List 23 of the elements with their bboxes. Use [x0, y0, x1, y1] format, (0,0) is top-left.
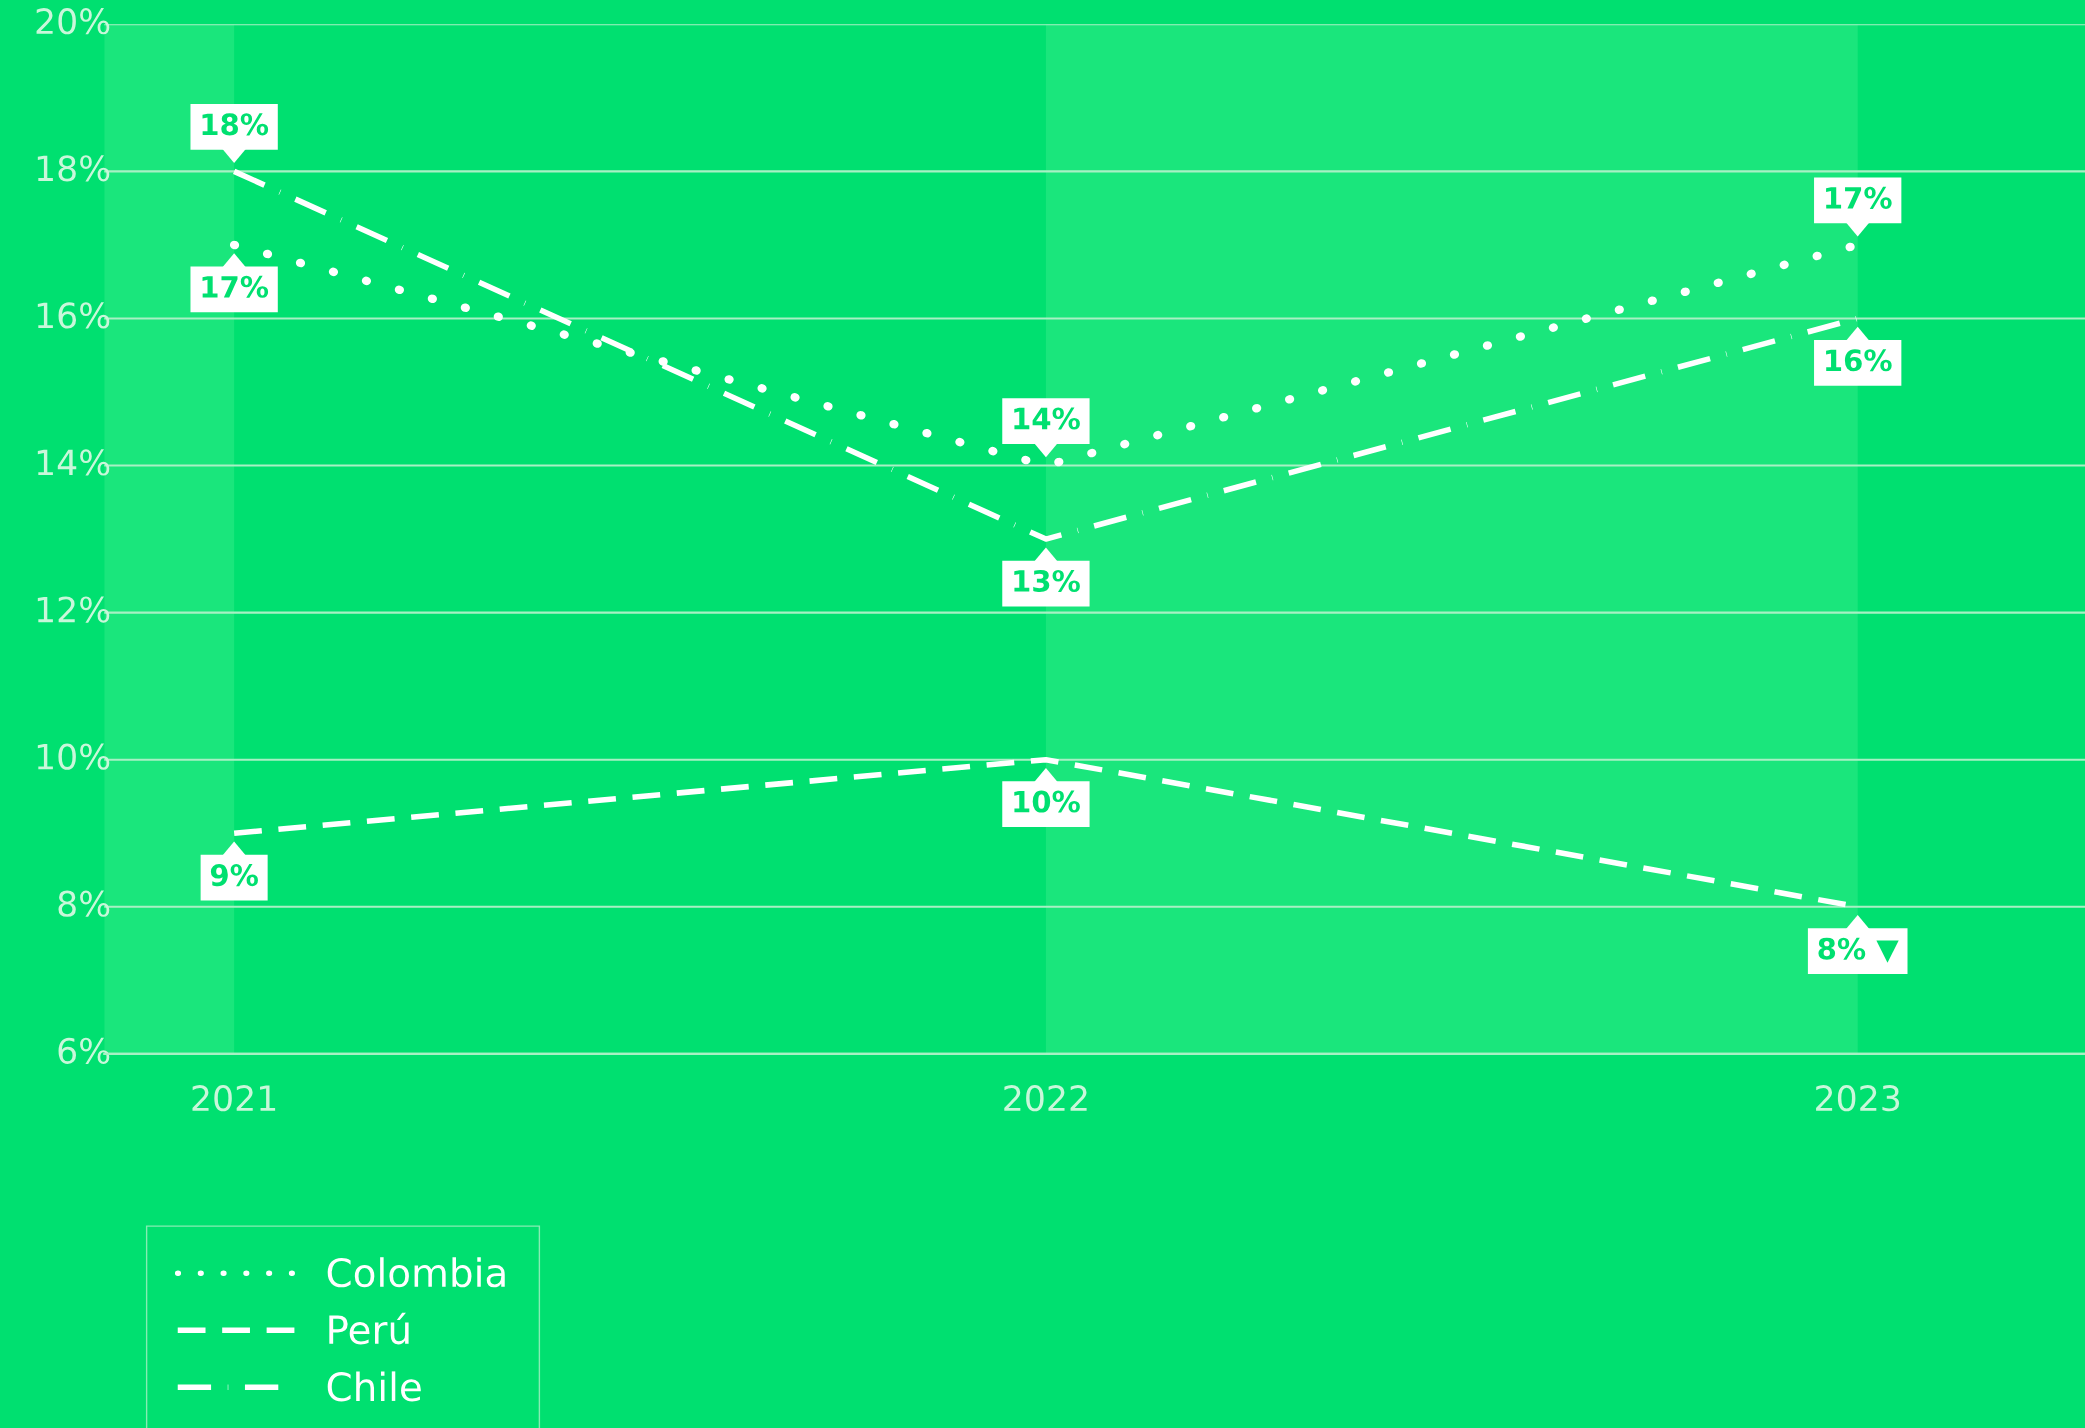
- data-label: 17%: [202, 275, 269, 298]
- y-tick-label: 18%: [37, 155, 110, 182]
- x-tick-label: 2022: [1004, 1085, 1087, 1112]
- data-label: 18%: [202, 113, 269, 136]
- y-tick-label: 14%: [37, 449, 110, 476]
- y-tick-label: 6%: [58, 1037, 110, 1064]
- data-label: 9%: [210, 864, 258, 887]
- x-tick-label: 2021: [192, 1085, 276, 1112]
- legend-label: Chile: [327, 1371, 421, 1402]
- y-tick-label: 12%: [37, 596, 110, 623]
- x-tick-label: 2023: [1816, 1085, 1900, 1112]
- data-label: 17%: [1826, 186, 1892, 209]
- y-tick-label: 20%: [36, 8, 110, 35]
- legend-label: Colombia: [327, 1257, 505, 1288]
- y-tick-label: 8%: [58, 890, 110, 917]
- y-tick-label: 10%: [37, 743, 110, 770]
- data-label: 13%: [1014, 569, 1080, 592]
- data-label: 10%: [1014, 790, 1080, 813]
- data-label: 16%: [1826, 349, 1892, 372]
- legend-label: Perú: [329, 1312, 409, 1345]
- y-tick-label: 16%: [37, 302, 110, 329]
- data-label: 8% ▼: [1818, 937, 1899, 963]
- data-label: 14%: [1014, 407, 1080, 430]
